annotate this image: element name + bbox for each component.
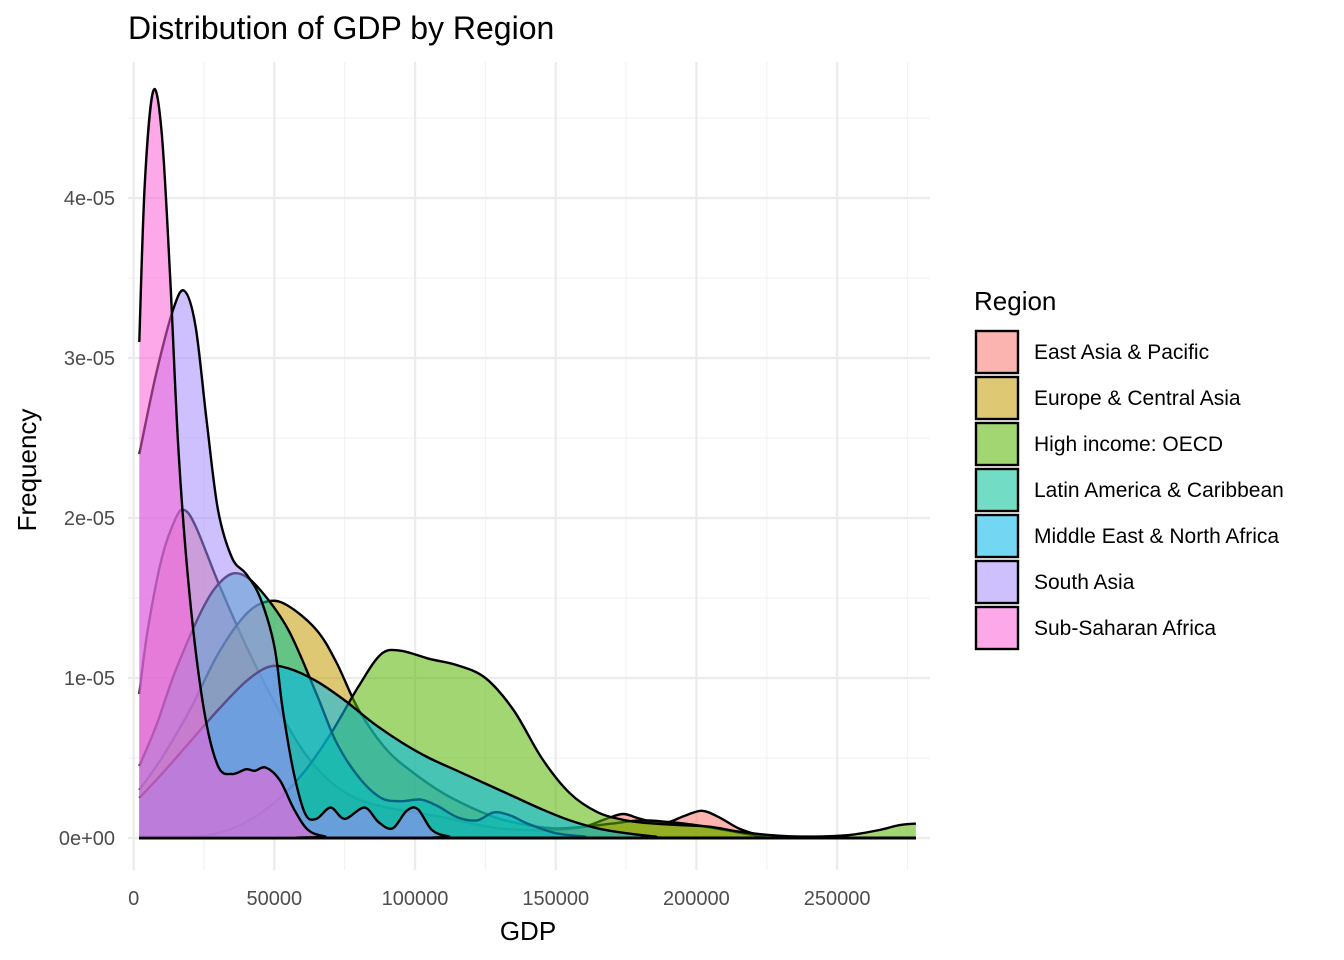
legend: Region East Asia & Pacific Europe & Centr… [974, 286, 1284, 651]
legend-label: East Asia & Pacific [1034, 341, 1209, 364]
legend-swatch [974, 467, 1020, 513]
legend-swatch [974, 559, 1020, 605]
legend-label: Sub-Saharan Africa [1034, 617, 1216, 640]
legend-item-europe-central-asia: Europe & Central Asia [974, 375, 1241, 421]
y-tick-label: 3e-05 [64, 348, 115, 370]
legend-item-sub-saharan-africa: Sub-Saharan Africa [974, 605, 1216, 651]
density-area-middle-east-north-africa [139, 665, 916, 839]
legend-swatch [974, 329, 1020, 375]
axes: 0 50000 100000 150000 200000 250000 0e+00 1e-05… [59, 188, 871, 910]
legend-title: Region [974, 286, 1056, 316]
x-tick-label: 150000 [522, 888, 589, 910]
y-tick-label: 0e+00 [59, 828, 115, 850]
legend-item-high-income-oecd: High income: OECD [974, 421, 1223, 467]
x-tick-label: 100000 [382, 888, 449, 910]
legend-item-south-asia: South Asia [974, 559, 1135, 605]
density-line-south-asia [138, 289, 916, 840]
legend-label: Europe & Central Asia [1034, 387, 1241, 410]
legend-swatch [974, 513, 1020, 559]
legend-swatch [974, 421, 1020, 467]
x-tick-label: 200000 [663, 888, 730, 910]
y-tick-label: 2e-05 [64, 508, 115, 530]
legend-label: High income: OECD [1034, 433, 1223, 456]
legend-label: Latin America & Caribbean [1034, 479, 1284, 502]
legend-item-middle-east-north-africa: Middle East & North Africa [974, 513, 1279, 559]
y-axis-title: Frequency [12, 409, 42, 532]
legend-label: Middle East & North Africa [1034, 525, 1279, 548]
chart-title: Distribution of GDP by Region [128, 10, 554, 46]
x-tick-label: 250000 [804, 888, 871, 910]
legend-swatch [974, 605, 1020, 651]
x-tick-label: 0 [128, 888, 139, 910]
x-axis-title: GDP [500, 916, 556, 946]
y-tick-label: 1e-05 [64, 668, 115, 690]
density-areas [138, 87, 917, 840]
legend-swatch [974, 375, 1020, 421]
legend-item-latin-america-caribbean: Latin America & Caribbean [974, 467, 1284, 513]
x-tick-label: 50000 [247, 888, 303, 910]
legend-label: South Asia [1034, 571, 1135, 594]
legend-item-east-asia-pacific: East Asia & Pacific [974, 329, 1209, 375]
y-tick-label: 4e-05 [64, 188, 115, 210]
